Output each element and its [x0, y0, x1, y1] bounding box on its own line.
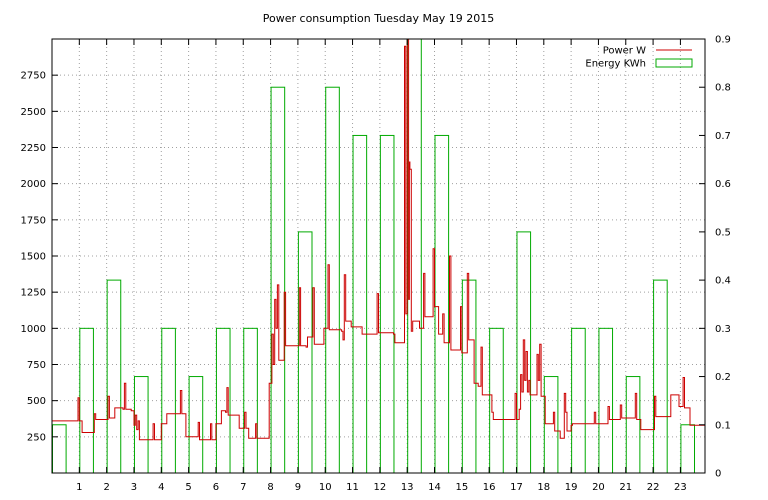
energy-bar	[79, 327, 94, 474]
x-tick-label: 18	[537, 482, 550, 493]
energy-bar	[625, 376, 641, 474]
y-left-tick-label: 1000	[21, 324, 46, 335]
energy-bar	[653, 279, 668, 474]
y-right-tick-label: 0	[715, 469, 721, 480]
legend-label-power: Power W	[603, 46, 646, 57]
x-tick-label: 3	[131, 482, 137, 493]
x-tick-label: 8	[267, 482, 273, 493]
power-line	[52, 38, 705, 441]
x-tick-label: 19	[565, 482, 578, 493]
x-tick-label: 21	[619, 482, 632, 493]
x-tick-label: 16	[483, 482, 496, 493]
y-right-tick-label: 0.1	[715, 420, 731, 431]
energy-bar	[434, 134, 450, 474]
plot-frame	[51, 38, 706, 474]
x-tick-label: 1	[76, 482, 82, 493]
y-right-tick-label: 0.2	[715, 372, 731, 383]
power-line-path	[52, 38, 705, 441]
y-right-tick-label: 0.8	[715, 83, 731, 94]
energy-bar	[106, 279, 122, 474]
x-tick-label: 10	[319, 482, 332, 493]
y-left-tick-label: 500	[27, 396, 46, 407]
y-right-tick-label: 0.5	[715, 227, 731, 238]
x-tick-label: 6	[213, 482, 219, 493]
y-left-tick-label: 750	[27, 360, 46, 371]
energy-bar	[270, 86, 286, 474]
x-tick-label: 22	[647, 482, 660, 493]
x-tick-label: 14	[428, 482, 441, 493]
energy-bar	[352, 134, 368, 474]
x-tick-label: 23	[674, 482, 687, 493]
y-right-tick-label: 0.7	[715, 131, 731, 142]
x-tick-label: 20	[592, 482, 605, 493]
energy-bar	[543, 376, 559, 474]
x-tick-label: 7	[240, 482, 246, 493]
y-right-tick-label: 0.3	[715, 324, 731, 335]
grid-lines	[52, 39, 705, 473]
legend-swatch-energy	[655, 58, 693, 68]
legend: Power W Energy KWh	[585, 46, 693, 70]
y-left-tick-label: 2000	[21, 179, 46, 190]
y-right-tick-label: 0.4	[715, 276, 731, 287]
y-left-tick-label: 250	[27, 432, 46, 443]
y-right-tick-label: 0.6	[715, 179, 731, 190]
y-left-tick-label: 2750	[21, 71, 46, 82]
legend-label-energy: Energy KWh	[585, 59, 646, 70]
x-tick-label: 4	[158, 482, 164, 493]
energy-bar	[188, 376, 204, 474]
energy-bar	[680, 424, 696, 474]
y-right-tick-label: 0.9	[715, 35, 731, 46]
energy-bar	[52, 424, 67, 474]
x-tick-label: 9	[295, 482, 301, 493]
x-tick-label: 5	[185, 482, 191, 493]
y-left-tick-label: 1750	[21, 215, 46, 226]
x-tick-label: 15	[455, 482, 468, 493]
chart-title: Power consumption Tuesday May 19 2015	[263, 12, 494, 25]
x-tick-label: 11	[346, 482, 359, 493]
energy-bar	[379, 134, 395, 474]
x-tick-label: 12	[373, 482, 386, 493]
x-tick-label: 2	[103, 482, 109, 493]
x-tick-label: 13	[401, 482, 414, 493]
y-left-tick-label: 1500	[21, 252, 46, 263]
energy-bar	[243, 327, 258, 474]
y-left-tick-label: 2500	[21, 107, 46, 118]
axis-ticks: 1 2 3 4 5 6 7 8 9 10 11 12 13 14 15 16 17 18 19 20 21 22 23250…	[21, 35, 731, 494]
x-tick-label: 17	[510, 482, 523, 493]
energy-bar	[571, 327, 586, 474]
y-left-tick-label: 1250	[21, 288, 46, 299]
y-left-tick-label: 2250	[21, 143, 46, 154]
